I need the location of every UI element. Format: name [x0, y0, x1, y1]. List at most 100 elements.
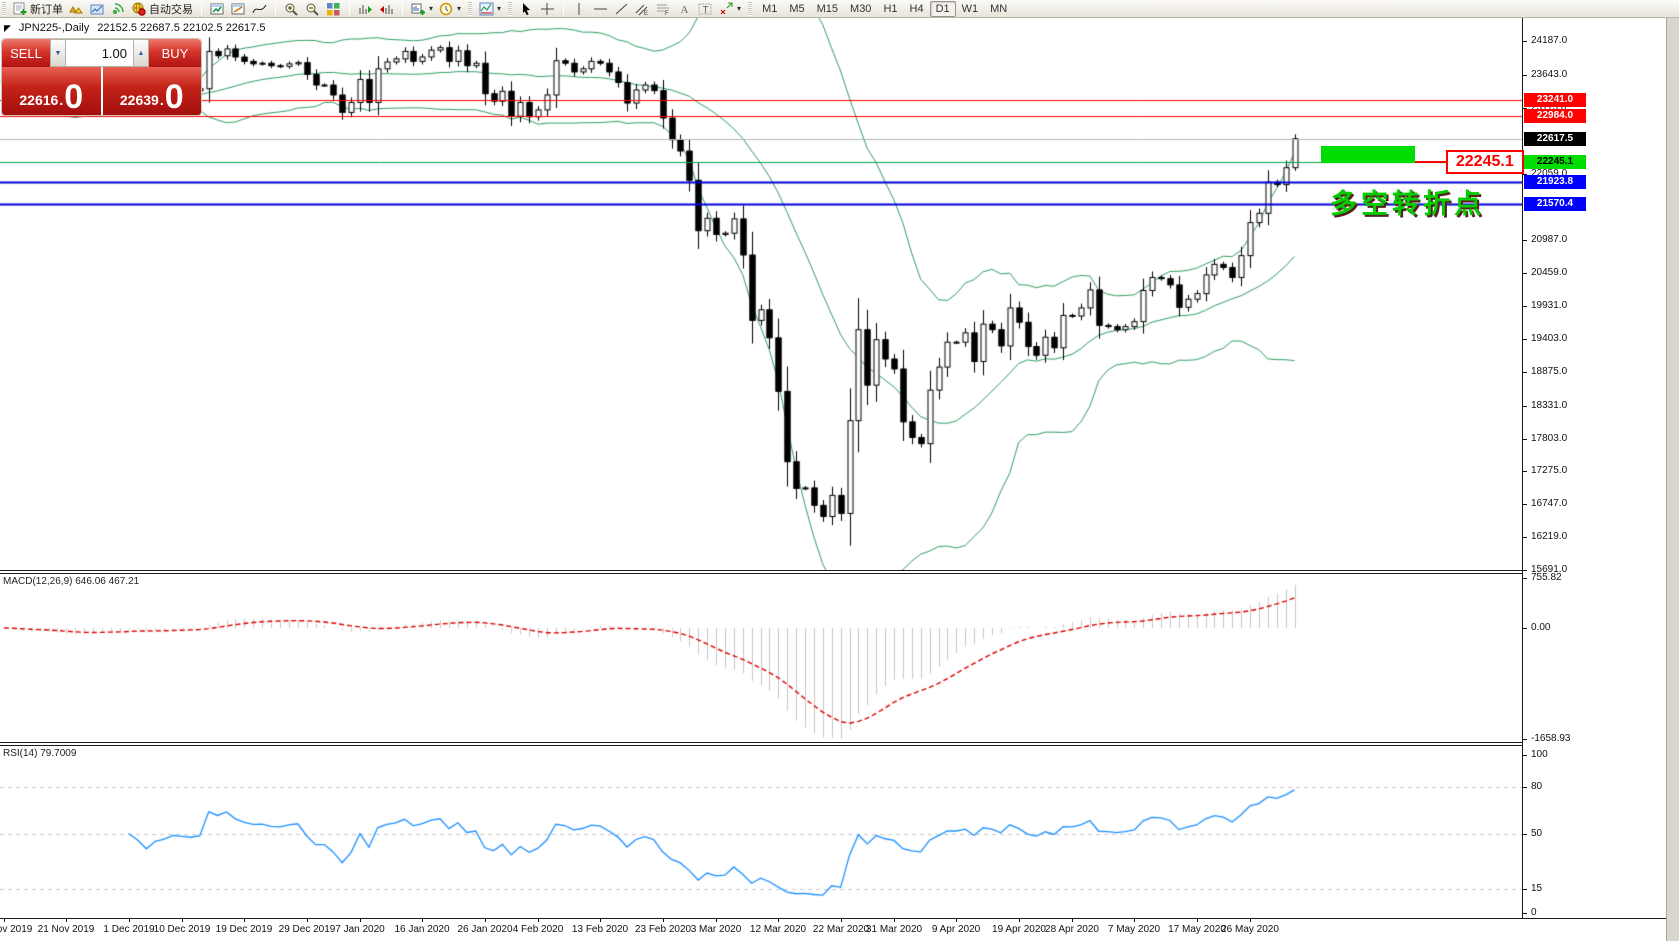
- timeframe-button-d1[interactable]: D1: [929, 0, 956, 17]
- buy-price-separator: .: [159, 92, 164, 108]
- date-axis-tick: [129, 919, 130, 922]
- buy-price-display[interactable]: 22639 . 0: [102, 67, 201, 116]
- objects-list-button[interactable]: [228, 1, 249, 17]
- autotrading-button[interactable]: 自动交易: [129, 1, 196, 17]
- price-chart-canvas[interactable]: [0, 18, 1522, 570]
- indicator-curve-icon: [252, 2, 267, 16]
- fibonacci-tool-button[interactable]: F: [653, 1, 674, 17]
- signals-icon: [111, 2, 126, 16]
- toolbar-grip[interactable]: [2, 1, 6, 16]
- toolbar-grip[interactable]: [508, 1, 513, 16]
- timeframe-button-m15[interactable]: M15: [816, 2, 839, 15]
- sell-price-display[interactable]: 22616 . 0: [2, 67, 101, 116]
- price-axis-tick: [1523, 108, 1527, 109]
- date-axis-label: 22 Mar 2020: [812, 924, 870, 935]
- price-axis-label: 19403.0: [1531, 333, 1568, 344]
- price-axis-tick: [1523, 41, 1527, 42]
- tile-windows-icon: [326, 2, 341, 16]
- price-axis-tick: [1523, 504, 1527, 505]
- arrows-tool-button[interactable]: ▾: [716, 1, 744, 17]
- crosshair-tool-button[interactable]: [537, 1, 558, 17]
- price-axis-label: 0.00: [1531, 622, 1551, 633]
- signals-button[interactable]: [108, 1, 129, 17]
- price-axis-label: 80: [1531, 781, 1543, 792]
- price-axis[interactable]: 24187.0 23643.0 23115.0 22059.0 20987.0 20459…: [1522, 18, 1666, 918]
- channel-tool-button[interactable]: E: [632, 1, 653, 17]
- new-order-button[interactable]: 新订单: [10, 1, 66, 17]
- rsi-pane-canvas[interactable]: [0, 746, 1522, 918]
- chart-shift-button[interactable]: [376, 1, 397, 17]
- buy-button[interactable]: BUY: [149, 39, 201, 67]
- timeframe-button-m5[interactable]: M5: [789, 2, 805, 15]
- date-axis-label: 3 Mar 2020: [690, 924, 742, 935]
- zoom-in-button[interactable]: [281, 1, 302, 17]
- date-axis-tick: [538, 919, 539, 922]
- crosshair-tool-icon: [540, 2, 555, 16]
- indicator-curve-button[interactable]: [249, 1, 270, 17]
- cursor-tool-button[interactable]: [516, 1, 537, 17]
- timeframe-button-h4[interactable]: H4: [909, 2, 924, 15]
- timeframe-button-h1[interactable]: H1: [883, 2, 898, 15]
- volume-decrease-button[interactable]: ▼: [50, 39, 66, 67]
- date-axis-tick: [1134, 919, 1135, 922]
- tile-windows-button[interactable]: [323, 1, 344, 17]
- cursor-tool-icon: [519, 2, 534, 16]
- timeframe-button-mn[interactable]: MN: [990, 2, 1008, 15]
- date-axis-tick: [66, 919, 67, 922]
- objects-list-icon: [231, 2, 246, 16]
- arrows-tool-icon: [719, 2, 734, 16]
- price-axis-label: 0: [1531, 907, 1537, 918]
- price-axis-tick: [1523, 913, 1527, 914]
- trendline-tool-button[interactable]: [611, 1, 632, 17]
- date-axis-label: 17 May 2020: [1168, 924, 1226, 935]
- date-axis-label: 9 Apr 2020: [931, 924, 981, 935]
- zoom-out-button[interactable]: [302, 1, 323, 17]
- price-axis-label: 23643.0: [1531, 69, 1568, 80]
- price-flag-label[interactable]: 22245.1: [1445, 149, 1524, 174]
- timeframe-button-m1[interactable]: M1: [762, 2, 778, 15]
- period-selector-button[interactable]: ▾: [436, 1, 464, 17]
- price-axis-label: 24187.0: [1531, 35, 1568, 46]
- window-scrollbar[interactable]: [1666, 18, 1679, 941]
- toolbar-separator: [201, 1, 202, 16]
- volume-input[interactable]: 1.00: [66, 39, 133, 67]
- volume-increase-button[interactable]: ▲: [133, 39, 149, 67]
- horizontal-line-tool-button[interactable]: [590, 1, 611, 17]
- dropdown-caret-icon: ▾: [457, 4, 462, 13]
- label-tool-button[interactable]: T: [695, 1, 716, 17]
- pane-divider[interactable]: [0, 570, 1666, 574]
- sell-button[interactable]: SELL: [2, 39, 50, 67]
- price-axis-tick: [1523, 755, 1527, 756]
- highlight-rectangle[interactable]: [1321, 146, 1415, 163]
- market-watch-button[interactable]: [87, 1, 108, 17]
- toolbar: 新订单 自动交易 ▾ ▾ ▾ E F A T ▾ M1 M5 M15 M30 H1 H4 D1 W1 MN: [0, 0, 1679, 18]
- chart-title-row: ◤ JPN225-,Daily 22152.5 22687.5 22102.5 …: [4, 22, 265, 34]
- vertical-line-tool-button[interactable]: [569, 1, 590, 17]
- date-axis-tick: [1019, 919, 1020, 922]
- timeframe-button-w1[interactable]: W1: [961, 2, 979, 15]
- toolbar-grip[interactable]: [468, 1, 473, 16]
- new-chart-button[interactable]: ▾: [408, 1, 436, 17]
- one-click-collapse-icon[interactable]: ◤: [4, 22, 11, 33]
- macd-pane-canvas[interactable]: [0, 574, 1522, 742]
- pane-divider[interactable]: [0, 742, 1666, 746]
- price-axis-tick: [1523, 406, 1527, 407]
- templates-button[interactable]: ▾: [476, 1, 504, 17]
- indicators-list-button[interactable]: [207, 1, 228, 17]
- price-axis-tick: [1523, 471, 1527, 472]
- price-axis-tick: [1523, 240, 1527, 241]
- trendline-tool-icon: [614, 2, 629, 16]
- date-axis-tick: [360, 919, 361, 922]
- date-axis-tick: [716, 919, 717, 922]
- pivot-note-text[interactable]: 多空转折点: [1330, 188, 1486, 219]
- text-tool-button[interactable]: A: [674, 1, 695, 17]
- chart-profiles-button[interactable]: [66, 1, 87, 17]
- timeframe-button-m30[interactable]: M30: [850, 2, 872, 15]
- date-axis-tick: [600, 919, 601, 922]
- chart-shift-end-button[interactable]: [355, 1, 376, 17]
- buy-price-fraction: 0: [164, 78, 184, 116]
- price-axis-tick: [1523, 739, 1527, 740]
- sell-price-fraction: 0: [64, 78, 84, 116]
- toolbar-grip[interactable]: [748, 1, 753, 16]
